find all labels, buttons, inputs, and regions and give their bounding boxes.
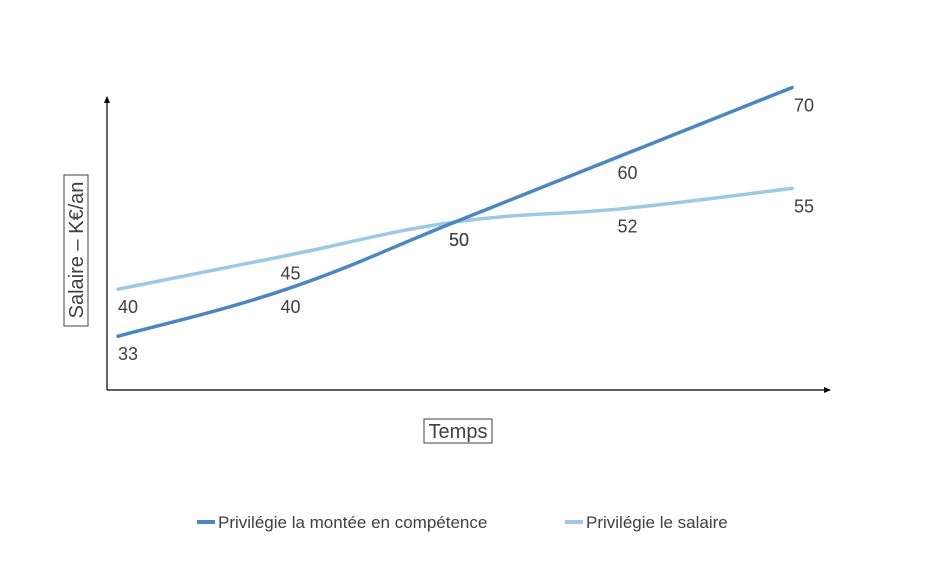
- data-label-s1-p2: 50: [449, 230, 469, 250]
- x-axis-title: Temps: [429, 421, 488, 443]
- x-axis-title-frame: [423, 418, 493, 444]
- data-label-s0-p3: 60: [618, 163, 638, 183]
- data-label-s0-p4: 70: [794, 96, 814, 116]
- legend-label-competence: Privilégie la montée en compétence: [218, 513, 487, 532]
- y-axis-title: Salaire – K€/an: [66, 182, 88, 319]
- legend-label-salaire: Privilégie le salaire: [586, 513, 728, 532]
- y-axis-title-frame: [63, 174, 89, 327]
- data-label-s1-p1: 45: [281, 264, 301, 284]
- data-label-s0-p1: 40: [281, 297, 301, 317]
- series-layer: [116, 85, 794, 338]
- data-label-s0-p2: 50: [449, 230, 469, 250]
- x-axis-title-box: Temps: [423, 418, 493, 444]
- data-label-s0-p0: 33: [118, 344, 138, 364]
- y-axis-title-box: Salaire – K€/an: [63, 174, 89, 327]
- series-line-0: [116, 85, 794, 338]
- legend: Privilégie la montée en compétence Privi…: [197, 513, 728, 532]
- data-label-s1-p0: 40: [118, 297, 138, 317]
- data-label-s1-p4: 55: [794, 196, 814, 216]
- data-label-s1-p3: 52: [618, 217, 638, 237]
